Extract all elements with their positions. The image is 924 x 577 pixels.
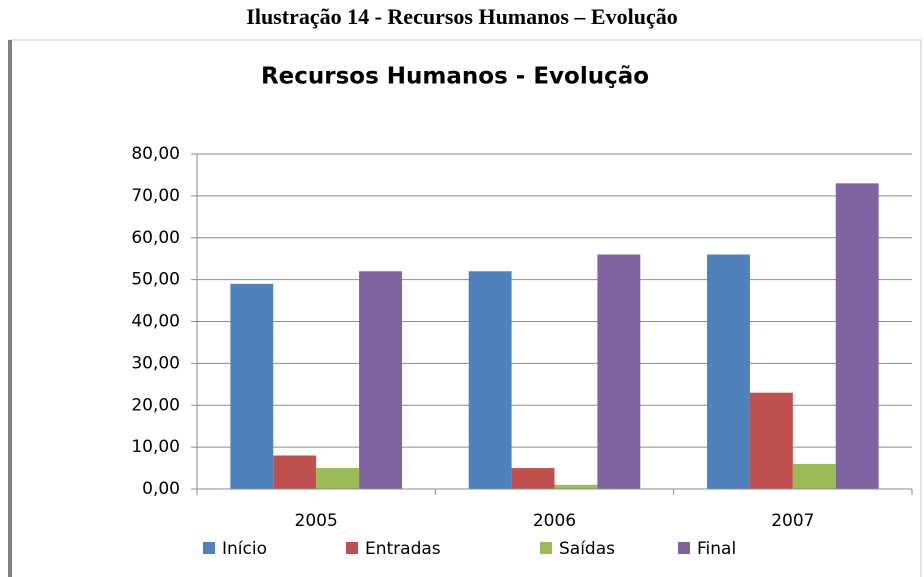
legend-label: Final (697, 539, 736, 559)
y-tick-label: 30,00 (131, 353, 180, 373)
figure-caption: Ilustração 14 - Recursos Humanos – Evolu… (246, 4, 677, 29)
bar (316, 468, 360, 489)
bar (230, 283, 274, 489)
y-tick-label: 20,00 (131, 395, 180, 415)
x-tick-label: 2005 (295, 511, 338, 531)
y-tick-label: 60,00 (131, 228, 180, 248)
x-tick-label: 2006 (533, 511, 576, 531)
bar (468, 271, 512, 489)
bar (749, 392, 793, 489)
y-tick-label: 70,00 (131, 186, 180, 206)
bar (554, 484, 598, 489)
legend-label: Entradas (365, 539, 441, 559)
legend-label: Início (222, 539, 267, 559)
bar (273, 455, 317, 489)
legend-label: Saídas (559, 539, 615, 559)
frame-edge (8, 40, 12, 577)
y-tick-label: 80,00 (131, 144, 180, 164)
legend-swatch (678, 542, 690, 554)
bar (359, 271, 402, 489)
legend-swatch (540, 542, 552, 554)
bar (835, 183, 879, 489)
chart-title: Recursos Humanos - Evolução (261, 64, 649, 90)
legend-swatch (203, 542, 215, 554)
y-tick-label: 10,00 (131, 437, 180, 457)
x-tick-label: 2007 (771, 511, 814, 531)
bar (597, 254, 641, 489)
bar (707, 254, 750, 489)
y-tick-label: 0,00 (142, 479, 180, 499)
bar (511, 468, 555, 489)
y-tick-label: 50,00 (131, 270, 180, 290)
legend-swatch (346, 542, 358, 554)
y-tick-label: 40,00 (131, 312, 180, 332)
bar (792, 463, 836, 489)
